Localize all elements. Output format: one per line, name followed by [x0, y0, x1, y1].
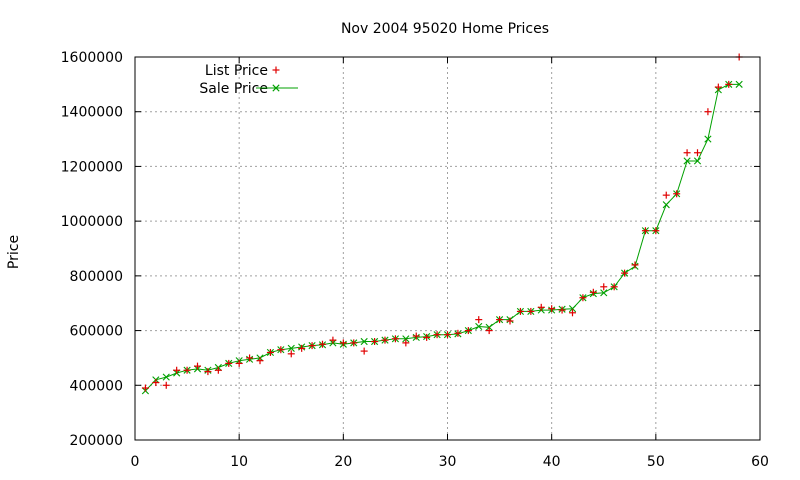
list-price-point [537, 303, 545, 311]
list-price-point [485, 327, 493, 335]
list-price-point [569, 309, 576, 317]
list-price-point [287, 350, 295, 358]
legend-marker-sale-price [272, 84, 280, 92]
list-price-series [141, 53, 743, 392]
list-price-point [610, 283, 618, 291]
list-price-point [350, 339, 358, 347]
y-tick-label: 200000 [70, 433, 123, 449]
list-price-point [152, 379, 160, 387]
list-price-point [652, 227, 660, 235]
list-price-point [256, 357, 264, 365]
sale-price-point [735, 80, 743, 88]
y-axis-label: Price [6, 235, 22, 269]
sale-price-point [704, 135, 712, 143]
list-price-point [391, 335, 399, 343]
list-price-point [444, 331, 451, 339]
list-price-point [631, 261, 639, 269]
list-price-point [694, 149, 701, 157]
list-price-point [235, 359, 243, 367]
sale-price-point [683, 157, 691, 165]
list-price-point [371, 338, 379, 346]
list-price-point [673, 190, 681, 198]
y-tick-label: 800000 [70, 269, 123, 285]
list-price-point [558, 306, 566, 314]
list-price-point [402, 339, 410, 347]
list-price-point [214, 366, 222, 374]
list-price-point [204, 368, 212, 376]
list-price-point [308, 342, 316, 350]
x-tick-label: 20 [334, 454, 352, 470]
list-price-point [381, 336, 389, 344]
list-price-point [266, 348, 274, 356]
y-tick-label: 1000000 [61, 214, 123, 230]
y-tick-label: 1200000 [61, 159, 123, 175]
list-price-point [527, 307, 535, 315]
list-price-point [173, 366, 181, 374]
x-tick-label: 10 [230, 454, 248, 470]
list-price-point [579, 294, 587, 302]
x-tick-label: 60 [751, 454, 769, 470]
list-price-point [162, 381, 170, 389]
y-tick-label: 1400000 [61, 105, 123, 121]
list-price-point [725, 80, 733, 88]
plot-frame [134, 56, 761, 441]
sale-price-point [693, 157, 702, 165]
list-price-point [329, 336, 337, 344]
list-price-point [464, 327, 472, 335]
legend-marker-list-price [272, 66, 280, 74]
axis-ticks: 0 10 20 30 40 50 60 200000 400000 600000 800000 100… [61, 50, 769, 470]
list-price-point [319, 340, 326, 348]
list-price-point [475, 316, 483, 324]
sale-price-point [662, 201, 670, 209]
list-price-point [194, 362, 201, 370]
list-price-point [433, 331, 441, 339]
list-price-point [506, 317, 514, 325]
y-tick-label: 1600000 [61, 50, 123, 66]
list-price-point [298, 344, 306, 352]
list-price-point [412, 332, 420, 340]
sale-price-point [162, 373, 170, 381]
list-price-point [277, 346, 285, 354]
list-price-point [641, 227, 649, 235]
list-price-point [600, 283, 608, 291]
list-price-point [589, 288, 597, 296]
sale-price-point [402, 335, 410, 343]
list-price-point [683, 149, 691, 157]
list-price-point [454, 329, 462, 337]
list-price-point [662, 191, 670, 199]
sale-price-point [287, 344, 295, 352]
x-tick-label: 50 [647, 454, 665, 470]
legend-label-list-price: List Price [205, 63, 268, 79]
list-price-point [423, 333, 431, 341]
list-price-point [141, 384, 149, 392]
sale-price-point [475, 322, 483, 331]
sale-price-series [141, 80, 743, 395]
list-price-point [516, 307, 524, 315]
list-price-point [360, 347, 368, 355]
list-price-point [714, 83, 722, 91]
sale-price-point [600, 289, 608, 297]
list-price-point [246, 354, 254, 362]
x-tick-label: 40 [543, 454, 561, 470]
list-price-point [496, 316, 504, 324]
list-price-point [548, 305, 556, 313]
list-price-point [339, 339, 347, 347]
x-tick-label: 30 [439, 454, 457, 470]
y-tick-label: 600000 [70, 324, 123, 340]
list-price-point [183, 366, 191, 374]
list-price-point [225, 359, 233, 367]
sale-price-line [145, 83, 740, 392]
legend-label-sale-price: Sale Price [199, 81, 268, 97]
sale-price-point [360, 337, 368, 346]
legend: List Price Sale Price [199, 63, 298, 97]
chart-title: Nov 2004 95020 Home Prices [341, 21, 549, 37]
y-tick-label: 400000 [70, 378, 123, 394]
grid-lines [135, 57, 760, 440]
sale-price-point [568, 305, 577, 313]
list-price-point [621, 269, 629, 277]
list-price-point [704, 108, 712, 116]
x-tick-label: 0 [131, 454, 140, 470]
